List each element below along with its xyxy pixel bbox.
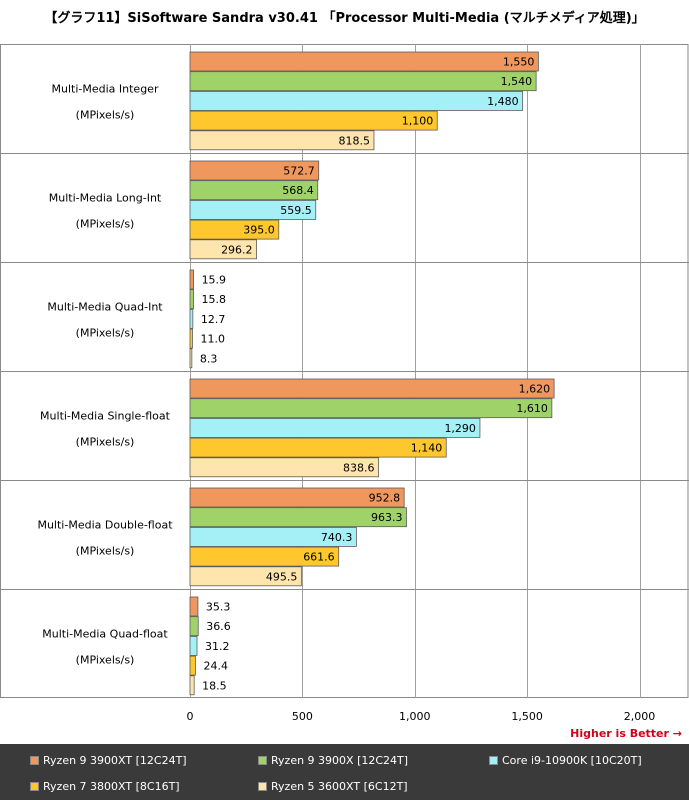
legend-item: Ryzen 7 3800XT [8C16T] [30,774,180,800]
data-label: 8.3 [200,352,218,365]
data-label: 1,610 [516,402,548,415]
bar-3-0 [189,378,555,399]
legend-label: Ryzen 5 3600XT [6C12T] [271,780,408,793]
category-unit: (MPixels/s) [76,218,135,231]
legend-label: Ryzen 9 3900XT [12C24T] [43,754,187,767]
legend-label: Ryzen 7 3800XT [8C16T] [43,780,180,793]
bar-5-1 [189,616,199,637]
category-label: Multi-Media Double-float [37,519,173,532]
data-label: 740.3 [321,531,353,544]
bar-4-1 [189,507,407,528]
data-label: 1,550 [503,56,535,69]
bar-1-0 [189,160,320,181]
bar-3-4 [189,457,379,478]
data-label: 1,100 [402,115,434,128]
bar-5-4 [189,675,195,696]
bar-0-3 [189,110,438,131]
bar-5-0 [189,596,199,617]
data-label: 11.0 [200,333,225,346]
bar-4-0 [189,487,405,508]
category-unit: (MPixels/s) [76,436,135,449]
data-label: 15.9 [202,274,227,287]
bar-5-2 [189,636,198,656]
data-label: 15.8 [202,293,227,306]
legend-swatch [258,781,267,791]
data-label: 296.2 [221,243,253,256]
data-label: 1,540 [501,75,533,88]
bar-2-2 [189,308,194,329]
data-label: 18.5 [202,679,227,692]
bar-4-4 [189,566,302,587]
bar-2-3 [189,328,193,349]
legend-label: Ryzen 9 3900X [12C24T] [271,754,409,767]
data-label: 1,290 [444,422,476,435]
data-label: 31.2 [205,640,230,653]
data-label: 35.3 [206,601,231,614]
legend-swatch [30,781,39,791]
bar-0-1 [189,71,537,92]
data-label: 952.8 [369,492,401,505]
legend-item: Ryzen 9 3900XT [12C24T] [30,748,187,774]
bar-0-0 [189,51,539,72]
bar-chart: 0 500 1,000 1,500 2,000 Multi-Media Integer (M… [0,44,689,740]
data-label: 12.7 [201,313,226,326]
bar-1-2 [189,199,317,220]
bar-3-1 [189,398,553,419]
data-label: 1,480 [487,95,519,108]
legend-item: Ryzen 9 3900X [12C24T] [258,748,408,774]
chart-title: 【グラフ11】SiSoftware Sandra v30.41 「Process… [44,11,645,26]
category-label: Multi-Media Quad-Int [47,301,163,314]
bar-1-1 [189,180,319,201]
data-label: 818.5 [338,134,370,147]
data-label: 661.6 [303,551,335,564]
category-unit: (MPixels/s) [76,109,135,122]
data-label: 395.0 [243,224,275,237]
data-label: 963.3 [371,511,403,524]
data-label: 1,140 [411,442,443,455]
category-unit: (MPixels/s) [76,545,135,558]
category-label: Multi-Media Long-Int [49,192,162,205]
legend-swatch [30,755,39,765]
bar-5-3 [189,655,196,676]
data-label: 1,620 [519,383,551,396]
legend-item: Core i9-10900K [10C20T] [489,748,642,774]
x-tick-label: 1,000 [399,710,431,723]
category-label: Multi-Media Integer [52,83,159,96]
bar-3-2 [189,417,481,438]
bar-0-4 [189,130,375,151]
category-unit: (MPixels/s) [76,654,135,667]
data-label: 24.4 [203,660,228,673]
data-label: 568.4 [282,184,314,197]
legend-swatch [489,755,498,765]
bar-1-4 [189,239,257,260]
category-label: Multi-Media Single-float [40,410,171,423]
category-unit: (MPixels/s) [76,327,135,340]
data-label: 495.5 [266,570,298,583]
bar-2-4 [189,348,193,369]
data-label: 838.6 [343,461,375,474]
bar-2-0 [189,269,194,290]
bar-2-1 [189,289,194,310]
category-label: Multi-Media Quad-float [42,628,168,641]
x-tick-label: 0 [187,710,194,723]
legend-swatch [258,755,267,765]
bar-1-3 [189,219,280,240]
data-label: 572.7 [283,165,315,178]
x-tick-label: 2,000 [624,710,656,723]
bar-3-3 [189,437,447,458]
bar-4-3 [189,546,340,567]
bar-4-2 [189,526,357,547]
legend-item: Ryzen 5 3600XT [6C12T] [258,774,408,800]
legend-label: Core i9-10900K [10C20T] [502,754,642,767]
x-tick-label: 500 [292,710,313,723]
higher-is-better: Higher is Better → [570,727,682,740]
data-label: 559.5 [280,204,312,217]
x-tick-label: 1,500 [511,710,543,723]
bar-0-2 [189,91,524,111]
legend: Ryzen 9 3900XT [12C24T] Ryzen 9 3900X [12… [0,744,689,800]
data-label: 36.6 [206,620,231,633]
